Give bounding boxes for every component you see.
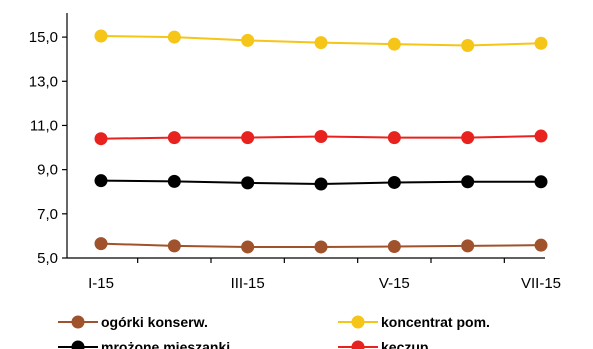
data-point (167, 131, 181, 145)
legend-marker (351, 315, 365, 329)
data-point (167, 174, 181, 188)
x-tick-label: V-15 (379, 275, 410, 292)
legend-label: keczup (381, 339, 428, 349)
data-point (241, 131, 255, 145)
y-tick-label: 13,0 (29, 73, 58, 90)
data-point (387, 131, 401, 145)
data-point (461, 38, 475, 52)
x-tick-label: III-15 (231, 275, 265, 292)
x-tick-label: VII-15 (521, 275, 561, 292)
legend-marker (71, 315, 85, 329)
data-point (387, 175, 401, 189)
plot-area (94, 29, 548, 254)
data-point (314, 36, 328, 50)
y-tick-label: 9,0 (37, 162, 58, 179)
data-point (534, 238, 548, 252)
data-point (314, 240, 328, 254)
data-point (534, 36, 548, 50)
data-point (314, 130, 328, 143)
data-point (461, 131, 475, 145)
data-point (534, 175, 548, 189)
data-point (94, 29, 108, 43)
data-point (94, 237, 108, 251)
data-point (94, 132, 108, 146)
data-point (94, 174, 108, 188)
legend-marker (71, 340, 85, 349)
chart-axes (66, 13, 545, 259)
x-tick-label: I-15 (88, 275, 114, 292)
data-point (461, 239, 475, 253)
data-point (534, 129, 548, 143)
y-tick-label: 7,0 (37, 206, 58, 223)
data-point (167, 30, 181, 44)
legend: ogórki konserw. koncentrat pom. mrożone mi… (58, 314, 490, 349)
y-tick-label: 5,0 (37, 250, 58, 267)
y-axis-ticks: 5,0 7,0 9,0 11,0 13,0 15,0 (29, 29, 67, 267)
data-point (314, 177, 328, 191)
legend-marker (351, 340, 365, 349)
data-point (241, 33, 255, 47)
data-point (461, 175, 475, 189)
legend-label: koncentrat pom. (381, 314, 490, 330)
x-axis-ticks: I-15 III-15 V-15 VII-15 (88, 258, 561, 292)
data-point (387, 37, 401, 51)
data-point (167, 239, 181, 253)
y-tick-label: 11,0 (30, 117, 58, 134)
data-point (387, 240, 401, 254)
data-point (241, 176, 255, 190)
legend-label: mrożone mieszanki (101, 339, 230, 349)
data-point (241, 240, 255, 254)
y-tick-label: 15,0 (29, 29, 58, 46)
legend-label: ogórki konserw. (101, 314, 208, 330)
